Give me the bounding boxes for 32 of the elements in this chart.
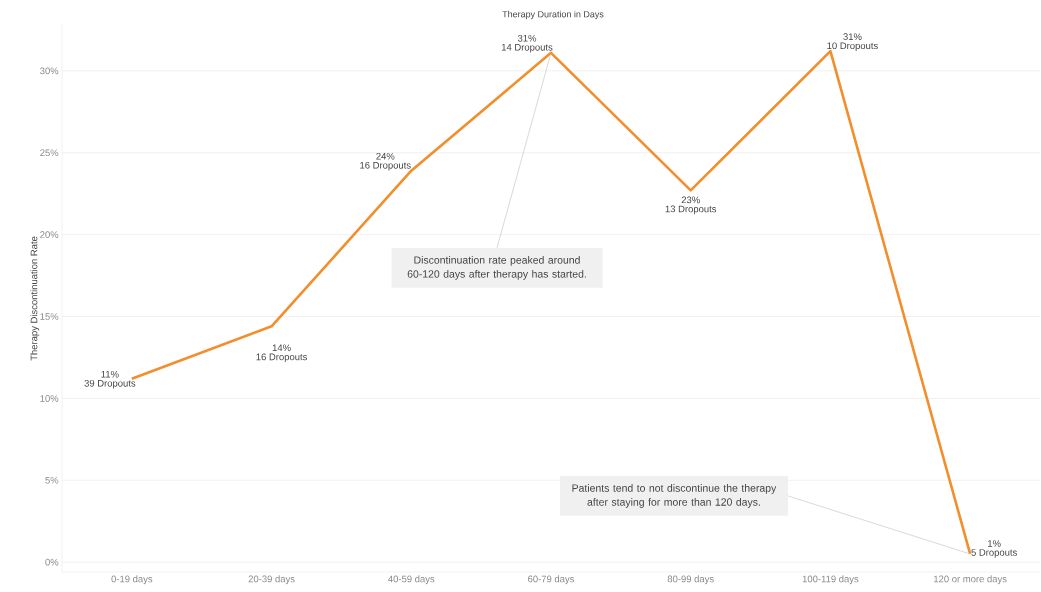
y-tick-label: 30% <box>40 67 59 75</box>
data-label: 31% <box>843 33 862 40</box>
data-label: 23% <box>681 196 700 204</box>
annotation: 13 Dropouts <box>665 205 717 215</box>
x-tick-label: 0-19 days <box>111 575 153 585</box>
x-tick-label: 40-59 days <box>388 575 435 585</box>
x-tick-label: 120 or more days <box>934 575 1007 585</box>
annotation: 10 Dropouts <box>827 42 878 51</box>
y-axis-title: Therapy Discontinuation Rate <box>30 236 40 361</box>
annotation: Patients tend to not discontinue the therapy after staying for more than 120 days. <box>572 484 777 508</box>
y-tick-label: 15% <box>40 313 59 320</box>
annotation: 14 Dropouts <box>501 44 553 53</box>
annotation: 5 Dropouts <box>971 549 1017 558</box>
annotation: 39 Dropouts <box>84 379 136 389</box>
annotation: Discontinuation rate peaked around 60-120 days after therapy has started. <box>407 256 586 280</box>
data-label: 14% <box>272 344 291 352</box>
y-tick-label: 25% <box>40 149 59 157</box>
x-tick-label: 20-39 days <box>248 575 295 585</box>
annotation: 16 Dropouts <box>256 353 307 363</box>
x-tick-label: 60-79 days <box>528 575 575 585</box>
x-tick-label: 80-99 days <box>667 575 714 585</box>
data-label: 31% <box>517 34 537 42</box>
y-tick-label: 0% <box>45 558 59 566</box>
y-tick-label: 5% <box>45 476 59 484</box>
y-tick-label: 10% <box>40 395 59 402</box>
data-label: 24% <box>376 152 395 160</box>
annotation: 16 Dropouts <box>360 161 411 171</box>
y-tick-label: 20% <box>40 231 59 238</box>
data-label: 1% <box>988 540 1001 547</box>
x-tick-label: 100-119 days <box>802 575 859 585</box>
chart-title: Therapy Duration in Days <box>502 10 604 20</box>
data-label: 11% <box>101 370 119 378</box>
